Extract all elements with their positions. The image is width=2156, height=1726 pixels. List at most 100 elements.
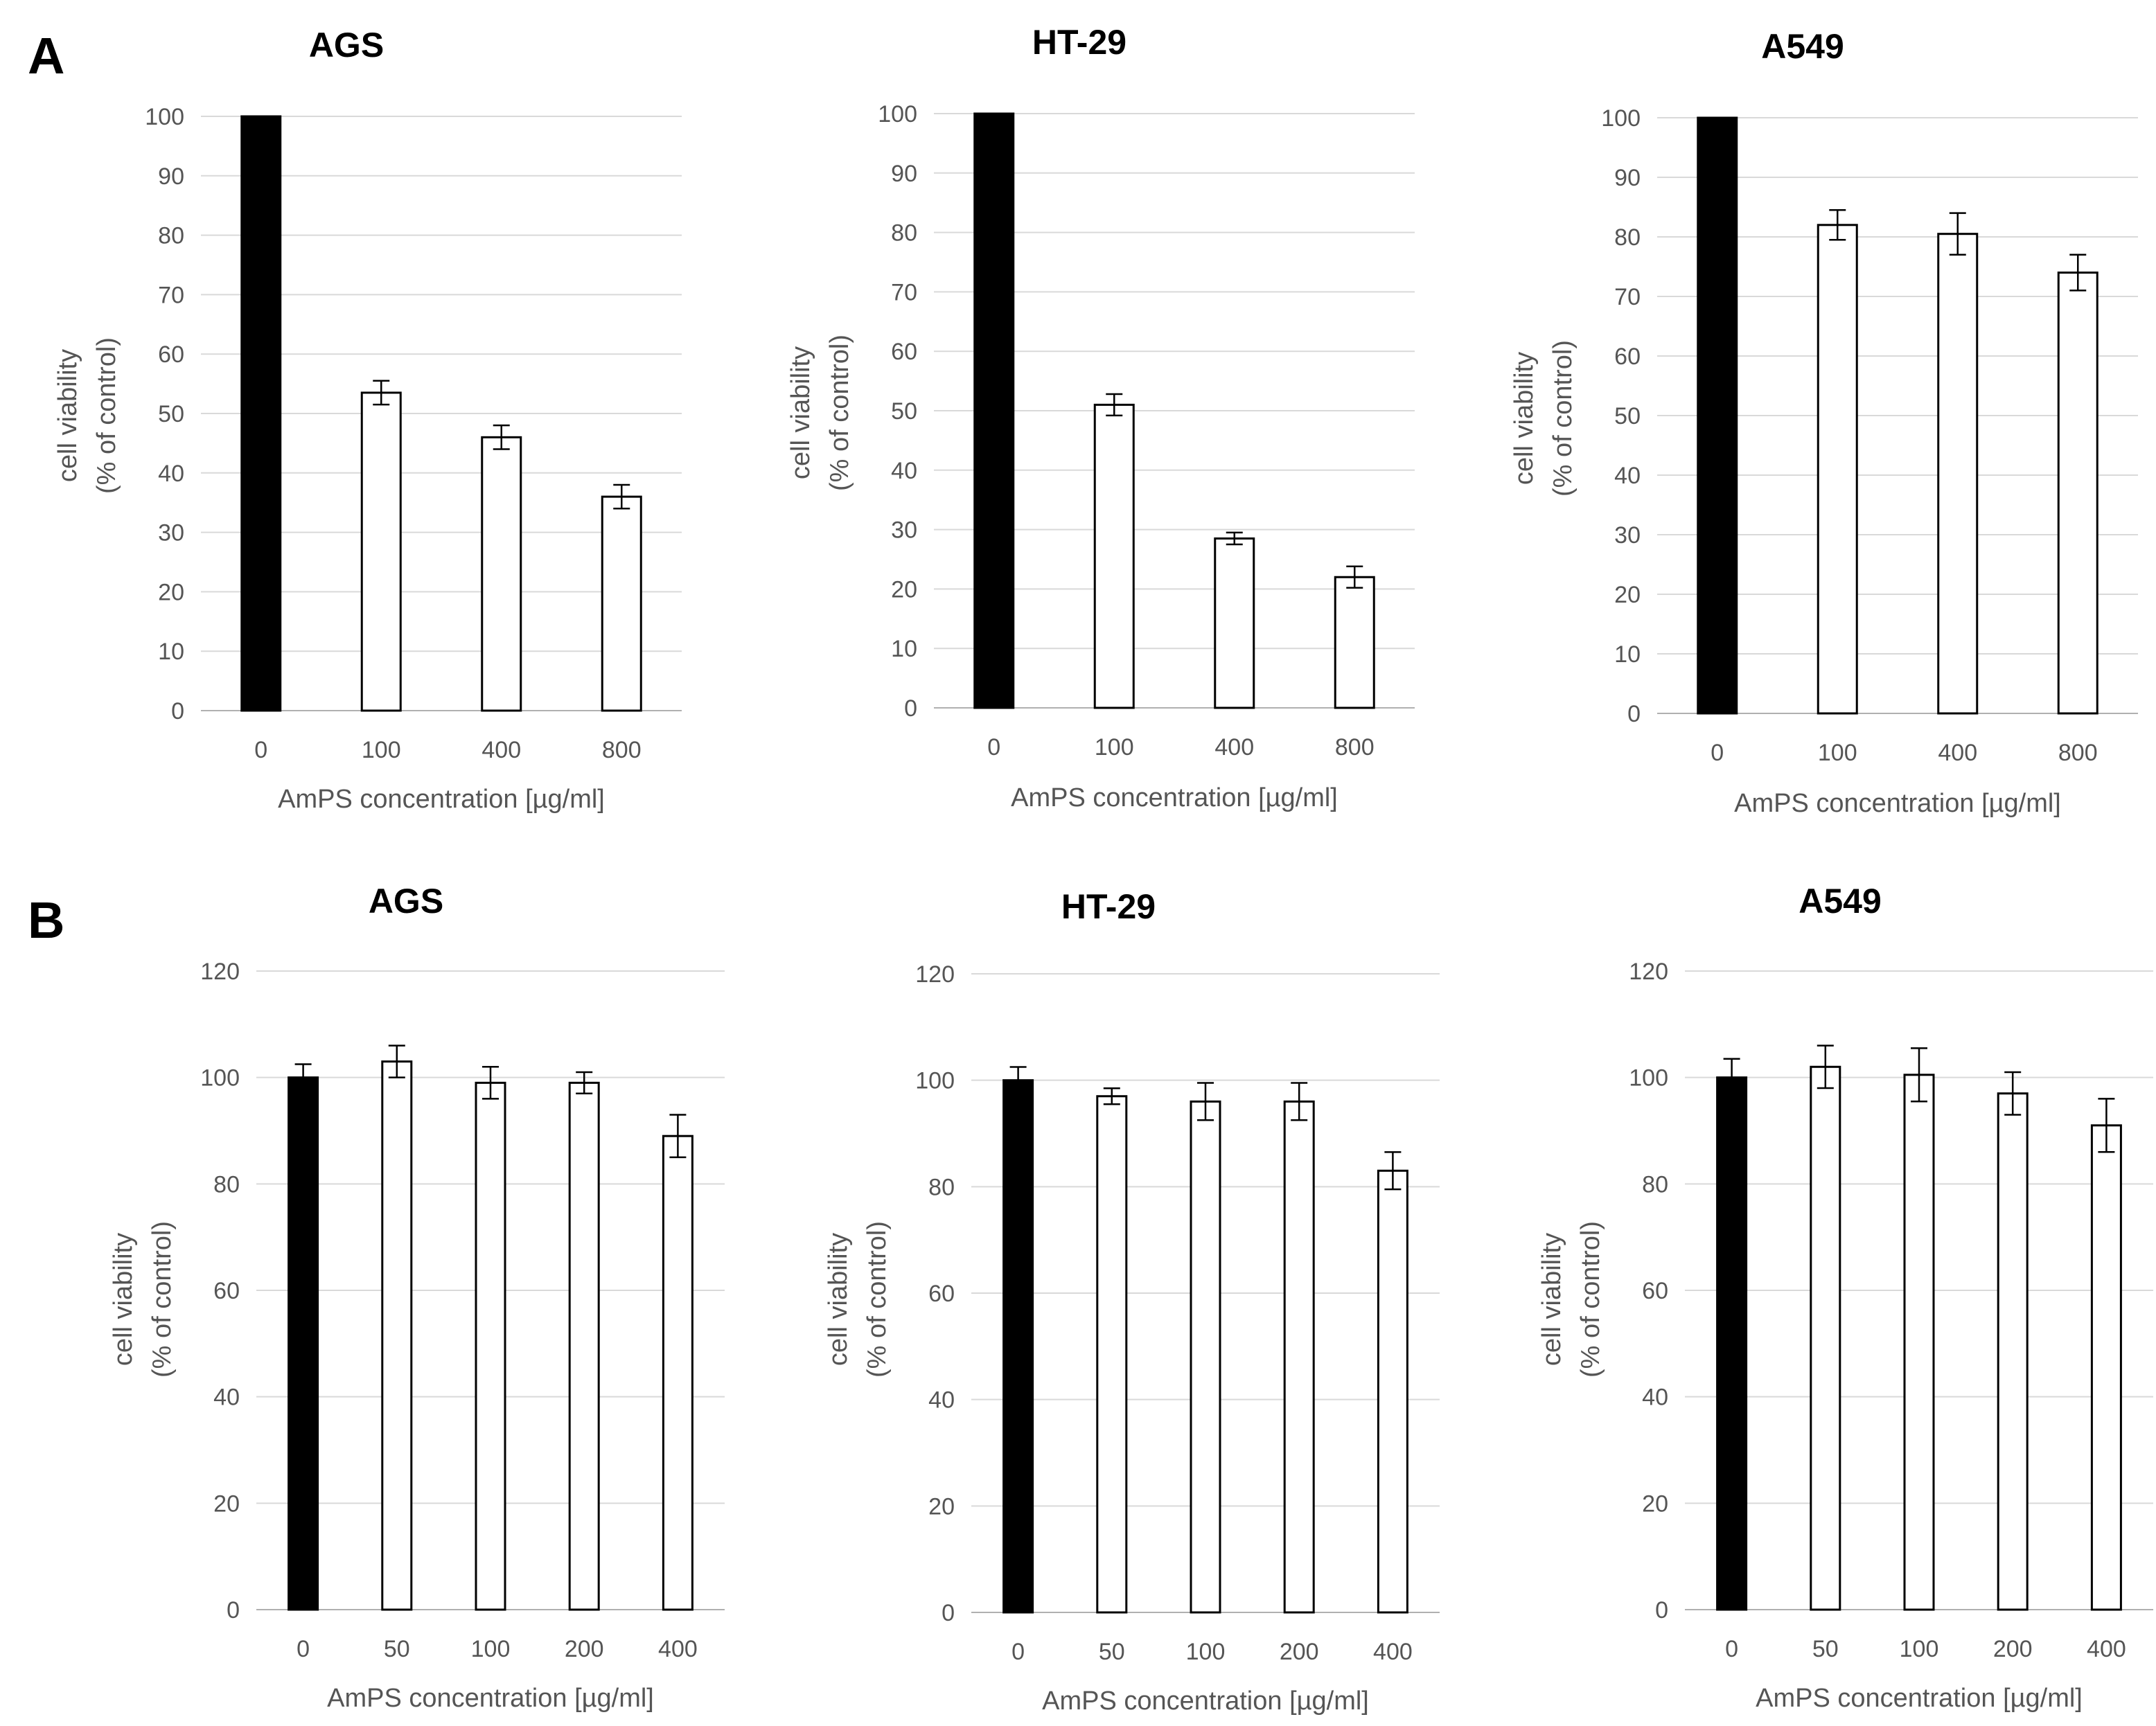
chart-a-a549-y-tick-label: 80: [1614, 224, 1641, 251]
chart-a-ags-x-tick-label: 100: [362, 737, 401, 763]
chart-a-ht29-title: HT-29: [1032, 23, 1126, 62]
chart-a-a549-x-tick-label: 0: [1711, 740, 1724, 766]
chart-b-ht29-title: HT-29: [1061, 887, 1156, 926]
chart-b-a549-y-axis-label: cell viability (% of control): [1537, 1221, 1605, 1378]
chart-b-ags-y-axis-label: cell viability (% of control): [109, 1221, 177, 1378]
chart-b-ags-error-bar-100: [482, 1066, 499, 1100]
chart-a-ags-title: AGS: [309, 26, 384, 64]
chart-b-a549-bar-400: [2090, 1124, 2122, 1611]
chart-b-ht29-error-bar-50: [1103, 1087, 1120, 1105]
chart-a-ht29-error-bar-0: [985, 112, 1002, 145]
chart-a-ags-error-bar-100: [373, 380, 390, 406]
chart-a-a549-y-tick-label: 100: [1601, 105, 1641, 132]
chart-b-ht29-bar-50: [1096, 1095, 1128, 1614]
chart-b-ags-y-tick-label: 60: [213, 1278, 240, 1304]
chart-b-ht29-bar-0: [1002, 1079, 1034, 1614]
chart-b-ht29: 0 20 40 60 80 100 120 0 50 100 200 400 HT-29 AmPS con…: [824, 887, 1440, 1716]
chart-a-ags-x-axis-label: AmPS concentration [µg/ml]: [278, 785, 605, 814]
chart-a-ags-y-tick-label: 80: [158, 223, 184, 249]
chart-a-a549-y-tick-label: 90: [1614, 165, 1641, 191]
chart-b-a549: 0 20 40 60 80 100 120 0 50 100 200 400 A549 AmPS conc…: [1537, 882, 2153, 1713]
chart-a-a549-y-axis-label-line: cell viability: [1510, 352, 1539, 485]
chart-b-a549-error-bar-200: [2004, 1071, 2022, 1116]
chart-b-ags-x-axis-label: AmPS concentration [µg/ml]: [327, 1684, 654, 1713]
chart-b-a549-bar-100: [1903, 1074, 1935, 1611]
chart-a-ht29-y-tick-label: 40: [891, 458, 917, 484]
chart-b-ht29-y-axis-label-line: cell viability: [824, 1233, 853, 1366]
chart-a-ht29-y-tick-label: 50: [891, 398, 917, 425]
chart-b-a549-y-tick-label: 40: [1642, 1385, 1668, 1411]
chart-b-a549-y-axis-label-line: (% of control): [1576, 1221, 1605, 1378]
chart-a-a549-error-bar-800: [2069, 253, 2087, 292]
chart-b-ags-bar-400: [662, 1135, 693, 1611]
chart-b-ags-x-tick-label: 100: [471, 1636, 511, 1662]
chart-a-ht29-x-tick-label: 100: [1095, 734, 1134, 760]
chart-a-ags-x-tick-label: 400: [481, 737, 521, 763]
chart-b-ht29-x-tick-label: 400: [1373, 1639, 1413, 1665]
chart-b-a549-bar-50: [1810, 1065, 1841, 1611]
chart-a-ht29-error-bar-800: [1346, 565, 1363, 589]
chart-a-a549-bar-800: [2057, 272, 2098, 715]
chart-b-ht29-error-bar-0: [1009, 1066, 1027, 1095]
chart-a-ht29-bar-0: [973, 112, 1015, 709]
chart-b-ags-bar-200: [568, 1081, 600, 1611]
chart-b-ht29-bar-400: [1377, 1169, 1408, 1614]
chart-b-a549-y-tick-label: 120: [1629, 959, 1668, 985]
chart-a-a549-x-axis-label: AmPS concentration [µg/ml]: [1734, 789, 2061, 818]
chart-a-ht29-y-tick-label: 70: [891, 279, 917, 305]
chart-b-ags-y-axis-label-line: cell viability: [109, 1233, 138, 1366]
chart-a-a549-y-tick-label: 20: [1614, 582, 1641, 608]
chart-a-ht29-y-tick-label: 80: [891, 220, 917, 247]
chart-a-ht29-y-axis-label-line: (% of control): [825, 335, 854, 491]
chart-a-ht29-error-bar-400: [1226, 531, 1243, 546]
chart-a-ht29-x-tick-label: 400: [1214, 734, 1254, 760]
chart-b-ags-x-tick-label: 200: [565, 1636, 604, 1662]
chart-a-ags-y-tick-label: 40: [158, 461, 184, 487]
chart-b-ht29-y-tick-label: 20: [928, 1493, 955, 1520]
chart-b-ht29-y-tick-label: 40: [928, 1387, 955, 1414]
chart-b-a549-y-tick-label: 80: [1642, 1171, 1668, 1198]
chart-a-ht29-y-tick-label: 60: [891, 339, 917, 365]
chart-a-a549-x-tick-label: 800: [2058, 740, 2098, 766]
chart-b-ht29-y-tick-label: 120: [915, 961, 955, 988]
chart-a-ags-bar-100: [360, 391, 402, 712]
chart-a-ags-error-bar-800: [613, 483, 630, 510]
chart-a-ht29: 0 10 20 30 40 50 60 70 80 90 100 0 100 400 800 HT-29 AmP…: [786, 23, 1415, 812]
chart-a-a549-y-tick-label: 50: [1614, 403, 1641, 429]
chart-b-ht29-y-tick-label: 0: [942, 1600, 955, 1626]
chart-a-ags-bar-800: [601, 495, 642, 712]
chart-b-ags-bar-0: [288, 1076, 319, 1611]
chart-a-ht29-y-tick-label: 10: [891, 636, 917, 662]
chart-a-ags-error-bar-0: [252, 115, 270, 132]
chart-b-ht29-y-tick-label: 60: [928, 1281, 955, 1307]
chart-b-ags-error-bar-0: [294, 1063, 312, 1092]
chart-a-ht29-bar-100: [1093, 403, 1135, 709]
chart-a-ags-x-tick-label: 800: [602, 737, 642, 763]
chart-a-a549-y-axis-label: cell viability (% of control): [1510, 340, 1578, 497]
chart-a-a549-title: A549: [1761, 27, 1844, 66]
chart-a-a549-error-bar-100: [1829, 209, 1846, 241]
chart-a-ht29-bar-800: [1334, 576, 1375, 709]
chart-a-a549-bar-400: [1937, 233, 1979, 715]
chart-b-ht29-y-tick-label: 100: [915, 1068, 955, 1094]
chart-b-ht29-error-bar-400: [1384, 1151, 1402, 1191]
chart-b-ht29-y-axis-label: cell viability (% of control): [824, 1221, 892, 1378]
chart-b-ags-x-tick-label: 400: [658, 1636, 698, 1662]
chart-b-ags: 0 20 40 60 80 100 120 0 50 100 200 400 AGS AmPS conce…: [109, 882, 725, 1713]
panel-label-b: B: [28, 891, 64, 949]
chart-b-a549-error-bar-50: [1817, 1044, 1834, 1089]
chart-b-ags-error-bar-200: [576, 1071, 593, 1094]
chart-a-ags-y-axis-label-line: (% of control): [92, 337, 121, 494]
chart-b-ags-bar-50: [381, 1060, 413, 1611]
chart-b-ht29-y-tick-label: 80: [928, 1174, 955, 1200]
chart-b-ags-x-tick-label: 0: [297, 1636, 310, 1662]
chart-b-ags-y-tick-label: 120: [200, 959, 240, 985]
chart-b-a549-y-tick-label: 60: [1642, 1278, 1668, 1304]
chart-b-ht29-bar-100: [1190, 1100, 1221, 1614]
chart-b-ags-y-tick-label: 80: [213, 1171, 240, 1198]
chart-b-a549-error-bar-0: [1723, 1058, 1740, 1097]
chart-a-a549-error-bar-400: [1949, 212, 1966, 256]
chart-a-ht29-x-axis-label: AmPS concentration [µg/ml]: [1011, 783, 1338, 812]
chart-b-ht29-x-tick-label: 200: [1280, 1639, 1319, 1665]
